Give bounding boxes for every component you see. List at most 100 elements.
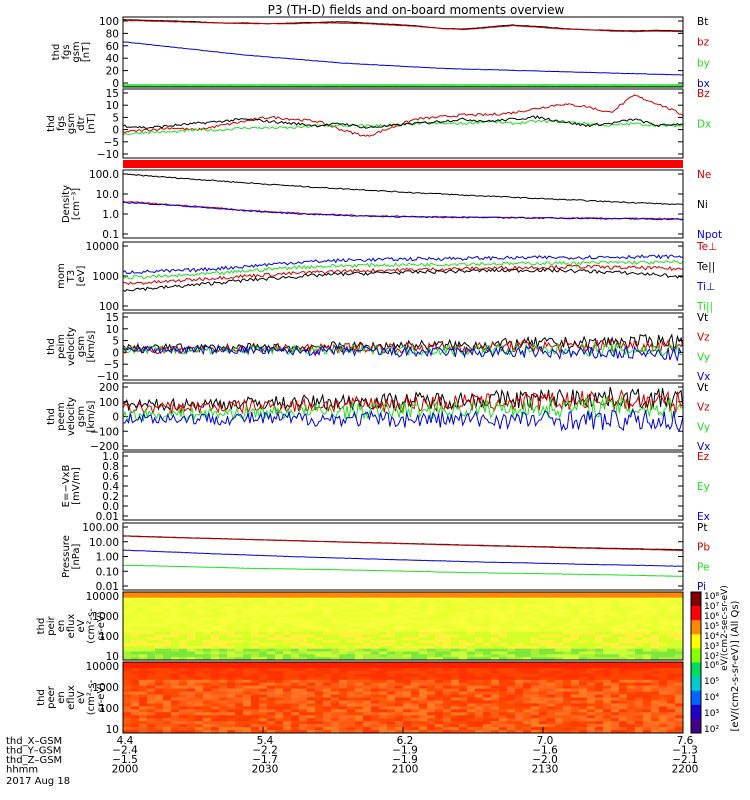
heatmap-cell xyxy=(531,691,540,695)
heatmap-cell xyxy=(419,657,428,661)
heatmap-cell xyxy=(515,620,524,624)
heatmap-cell xyxy=(539,691,548,695)
heatmap-cell xyxy=(627,657,636,661)
heatmap-cell xyxy=(203,654,212,658)
heatmap-cell xyxy=(555,664,564,669)
heatmap-cell xyxy=(347,606,356,610)
heatmap-cell xyxy=(195,676,204,681)
heatmap-cell xyxy=(451,614,460,618)
ytick-label: 1000 xyxy=(92,682,119,694)
heatmap-cell xyxy=(403,637,412,641)
colorbar-segment xyxy=(691,721,701,724)
colorbar-segment xyxy=(691,613,701,616)
heatmap-cell xyxy=(403,727,412,731)
heatmap-cell xyxy=(603,664,612,669)
ytick-label: 1000 xyxy=(92,271,119,283)
heatmap-cell xyxy=(507,706,516,710)
heatmap-cell xyxy=(547,667,556,672)
heatmap-cell xyxy=(387,721,396,725)
heatmap-cell xyxy=(363,600,372,604)
heatmap-cell xyxy=(283,648,292,652)
heatmap-cell xyxy=(635,592,644,596)
heatmap-cell xyxy=(491,617,500,621)
heatmap-cell xyxy=(435,709,444,713)
heatmap-cell xyxy=(587,664,596,669)
heatmap-cell xyxy=(539,640,548,644)
heatmap-cell xyxy=(123,730,132,734)
heatmap-cell xyxy=(595,662,604,666)
heatmap-cell xyxy=(219,631,228,635)
heatmap-cell xyxy=(611,685,620,689)
heatmap-cell xyxy=(659,673,668,678)
heatmap-cell xyxy=(443,592,452,596)
heatmap-cell xyxy=(283,620,292,624)
heatmap-cell xyxy=(579,670,588,675)
heatmap-cell xyxy=(419,697,428,701)
heatmap-cell xyxy=(123,721,132,725)
heatmap-cell xyxy=(283,667,292,672)
heatmap-cell xyxy=(195,600,204,604)
heatmap-cell xyxy=(323,648,332,652)
heatmap-cell xyxy=(515,657,524,661)
heatmap-cell xyxy=(147,597,156,601)
heatmap-cell xyxy=(595,640,604,644)
heatmap-cell xyxy=(259,634,268,638)
heatmap-cell xyxy=(635,724,644,728)
heatmap-cell xyxy=(339,628,348,632)
heatmap-cell xyxy=(475,609,484,613)
heatmap-cell xyxy=(155,718,164,722)
heatmap-cell xyxy=(595,611,604,615)
heatmap-cell xyxy=(475,603,484,607)
heatmap-cell xyxy=(499,697,508,701)
heatmap-cell xyxy=(299,651,308,655)
heatmap-cell xyxy=(331,657,340,661)
heatmap-cell xyxy=(587,694,596,698)
heatmap-cell xyxy=(219,592,228,596)
heatmap-cell xyxy=(547,724,556,728)
heatmap-cell xyxy=(675,694,684,698)
heatmap-cell xyxy=(483,626,492,630)
legend-entry: Ne xyxy=(697,169,711,181)
heatmap-cell xyxy=(395,657,404,661)
heatmap-cell xyxy=(267,626,276,630)
heatmap-cell xyxy=(459,703,468,707)
heatmap-cell xyxy=(203,592,212,596)
heatmap-cell xyxy=(451,727,460,731)
heatmap-cell xyxy=(467,706,476,710)
heatmap-cell xyxy=(259,721,268,725)
heatmap-cell xyxy=(411,706,420,710)
heatmap-cell xyxy=(339,634,348,638)
heatmap-cell xyxy=(595,620,604,624)
heatmap-cell xyxy=(427,614,436,618)
heatmap-cell xyxy=(379,706,388,710)
heatmap-cell xyxy=(339,631,348,635)
heatmap-cell xyxy=(315,609,324,613)
heatmap-cell xyxy=(227,594,236,598)
heatmap-cell xyxy=(403,643,412,647)
heatmap-cell xyxy=(147,640,156,644)
series-line-Vx xyxy=(122,408,684,432)
heatmap-cell xyxy=(395,664,404,669)
heatmap-cell xyxy=(675,697,684,701)
heatmap-cell xyxy=(243,592,252,596)
heatmap-cell xyxy=(179,592,188,596)
heatmap-cell xyxy=(531,640,540,644)
heatmap-cell xyxy=(371,611,380,615)
heatmap-cell xyxy=(387,626,396,630)
heatmap-cell xyxy=(667,730,676,734)
heatmap-cell xyxy=(443,703,452,707)
heatmap-cell xyxy=(523,682,532,686)
colorbar-segment xyxy=(691,681,701,685)
heatmap-cell xyxy=(139,667,148,672)
heatmap-cell xyxy=(667,592,676,596)
heatmap-cell xyxy=(275,712,284,716)
heatmap-cell xyxy=(195,597,204,601)
heatmap-cell xyxy=(179,648,188,652)
heatmap-cell xyxy=(603,620,612,624)
heatmap-cell xyxy=(219,664,228,669)
heatmap-cell xyxy=(555,628,564,632)
heatmap-cell xyxy=(603,718,612,722)
colorbar-tick: 10⁶ xyxy=(704,612,719,622)
heatmap-cell xyxy=(611,715,620,719)
